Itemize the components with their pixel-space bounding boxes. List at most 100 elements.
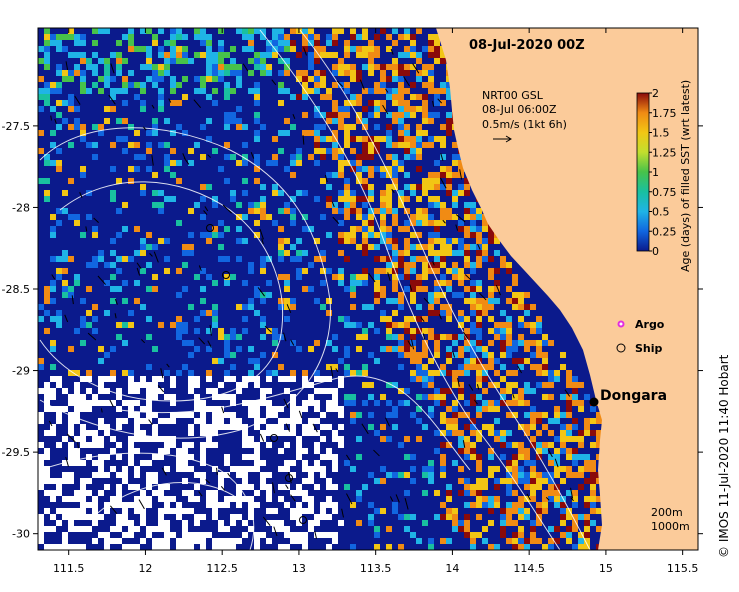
field-cell [434, 286, 440, 292]
field-cell [344, 184, 350, 190]
current-vector [108, 94, 116, 105]
field-cell [428, 262, 434, 268]
field-cell [386, 64, 392, 70]
field-cell [452, 274, 458, 280]
field-cell [80, 478, 86, 484]
field-cell [392, 166, 398, 172]
field-cell [254, 82, 260, 88]
field-cell [476, 256, 482, 262]
field-cell [182, 328, 188, 334]
field-cell [80, 514, 86, 520]
field-cell [182, 466, 188, 472]
field-cell [470, 220, 476, 226]
field-cell [398, 34, 404, 40]
field-cell [422, 274, 428, 280]
field-cell [38, 364, 44, 370]
field-cell [140, 244, 146, 250]
field-cell [512, 490, 518, 496]
field-cell [236, 160, 242, 166]
field-cell [152, 346, 158, 352]
field-cell [272, 352, 278, 358]
field-cell [416, 130, 422, 136]
field-cell [44, 544, 50, 550]
field-cell [236, 538, 242, 544]
field-cell [344, 124, 350, 130]
field-cell [176, 508, 182, 514]
field-cell [206, 490, 212, 496]
field-cell [398, 94, 404, 100]
field-cell [314, 520, 320, 526]
field-cell [38, 106, 44, 112]
field-cell [410, 334, 416, 340]
field-cell [416, 94, 422, 100]
field-cell [338, 406, 344, 412]
field-cell [92, 70, 98, 76]
field-cell [446, 352, 452, 358]
field-cell [506, 298, 512, 304]
field-cell [596, 430, 602, 436]
field-cell [80, 400, 86, 406]
field-cell [248, 514, 254, 520]
field-cell [530, 496, 536, 502]
field-cell [410, 244, 416, 250]
field-cell [146, 406, 152, 412]
field-cell [464, 502, 470, 508]
field-cell [332, 274, 338, 280]
field-cell [68, 28, 74, 34]
field-cell [284, 70, 290, 76]
field-cell [314, 142, 320, 148]
field-cell [68, 430, 74, 436]
field-cell [218, 544, 224, 550]
field-cell [278, 190, 284, 196]
field-cell [458, 238, 464, 244]
field-cell [596, 508, 602, 514]
field-cell [62, 532, 68, 538]
field-cell [506, 334, 512, 340]
field-cell [260, 268, 266, 274]
field-cell [500, 508, 506, 514]
field-cell [368, 112, 374, 118]
field-cell [296, 436, 302, 442]
field-cell [386, 400, 392, 406]
field-cell [164, 58, 170, 64]
field-cell [302, 466, 308, 472]
field-cell [308, 64, 314, 70]
field-cell [188, 244, 194, 250]
field-cell [464, 484, 470, 490]
field-cell [404, 88, 410, 94]
field-cell [398, 304, 404, 310]
current-vector [330, 365, 334, 377]
field-cell [434, 172, 440, 178]
field-cell [416, 52, 422, 58]
field-cell [338, 268, 344, 274]
field-cell [476, 286, 482, 292]
field-cell [398, 124, 404, 130]
current-vector [411, 339, 415, 350]
field-cell [470, 430, 476, 436]
field-cell [146, 262, 152, 268]
field-cell [92, 460, 98, 466]
field-cell [302, 382, 308, 388]
field-cell [332, 100, 338, 106]
field-cell [332, 106, 338, 112]
field-cell [434, 352, 440, 358]
field-cell [434, 136, 440, 142]
field-cell [50, 406, 56, 412]
field-cell [92, 82, 98, 88]
field-cell [140, 28, 146, 34]
field-cell [350, 208, 356, 214]
field-cell [218, 76, 224, 82]
field-cell [182, 490, 188, 496]
field-cell [218, 220, 224, 226]
contour-label-1000m: 1000m [651, 520, 690, 533]
field-cell [236, 82, 242, 88]
field-cell [554, 376, 560, 382]
field-cell [260, 400, 266, 406]
field-cell [92, 520, 98, 526]
field-cell [200, 40, 206, 46]
field-cell [62, 388, 68, 394]
field-cell [446, 208, 452, 214]
field-cell [494, 370, 500, 376]
field-cell [374, 64, 380, 70]
field-cell [236, 514, 242, 520]
